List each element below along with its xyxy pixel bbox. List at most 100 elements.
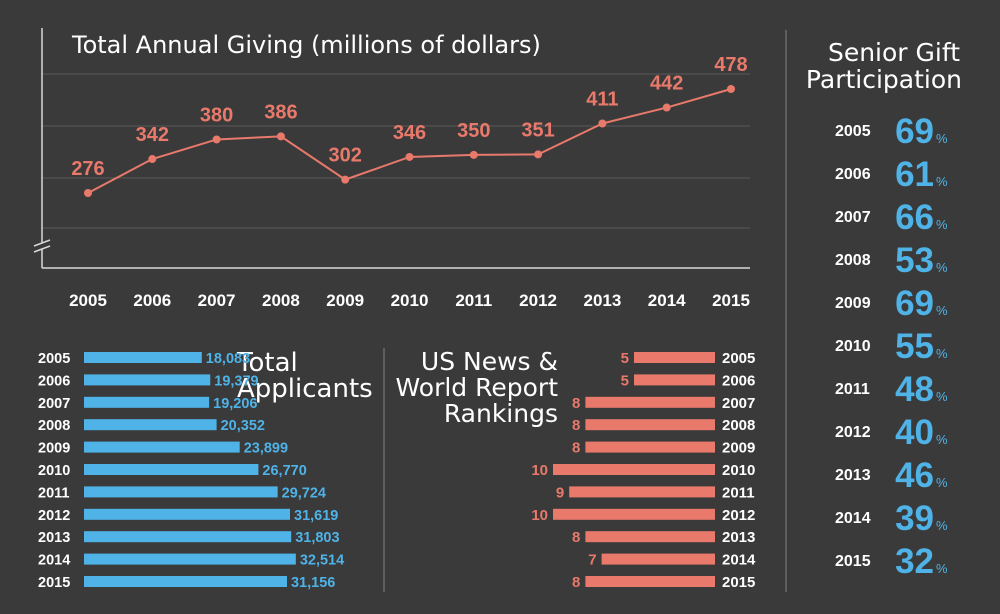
- applicants-bar-2007: [84, 396, 210, 408]
- rankings-year-label-2015: 2015: [722, 574, 755, 591]
- giving-point-2015: [727, 85, 735, 93]
- gift-value-2008: 53: [895, 241, 934, 280]
- applicants-bar-2006: [84, 374, 211, 386]
- rankings-year-label-2011: 2011: [722, 484, 755, 501]
- applicants-year-label-2005: 2005: [38, 351, 70, 367]
- applicants-year-label-2008: 2008: [38, 418, 70, 434]
- applicants-value-label-2015: 31,156: [291, 575, 335, 591]
- giving-year-label-2010: 2010: [391, 291, 429, 310]
- giving-point-2012: [534, 150, 543, 159]
- giving-year-label-2014: 2014: [648, 291, 686, 310]
- rankings-value-label-2007: 8: [572, 395, 580, 412]
- rankings-bar-2006: [634, 374, 715, 386]
- applicants-bar-2005: [84, 352, 202, 363]
- rankings-bar-chart: US News & World Report Rankings 5 2005 5 20…: [396, 347, 756, 591]
- giving-line-chart: Total Annual Giving (millions of dollars…: [33, 28, 750, 310]
- giving-year-label-2011: 2011: [455, 291, 492, 310]
- rankings-value-label-2005: 5: [621, 350, 629, 367]
- applicants-value-label-2012: 31,619: [294, 508, 338, 524]
- applicants-bar-chart: Total Applicants 2005 18,083 2006 19,379 200…: [38, 348, 373, 591]
- rankings-year-label-2013: 2013: [722, 529, 755, 546]
- giving-value-label-2015: 478: [714, 54, 747, 76]
- applicants-title-line-1: Total: [236, 348, 298, 378]
- gift-percent-sign-2014: %: [936, 518, 948, 533]
- giving-point-2005: [84, 189, 92, 197]
- rankings-year-label-2010: 2010: [722, 462, 755, 479]
- rankings-year-label-2007: 2007: [722, 395, 755, 412]
- rankings-bar-2009: [585, 441, 715, 453]
- gift-year-label-2007: 2007: [835, 209, 871, 226]
- applicants-value-label-2008: 20,352: [221, 418, 265, 434]
- applicants-bar-2015: [84, 576, 287, 587]
- applicants-bar-2010: [84, 464, 259, 475]
- applicants-year-label-2015: 2015: [38, 575, 70, 591]
- giving-point-2007: [212, 135, 221, 144]
- gift-percent-sign-2013: %: [936, 475, 948, 490]
- applicants-bar-2013: [84, 531, 292, 543]
- rankings-bar-2005: [634, 352, 715, 363]
- gift-value-2015: 32: [895, 542, 934, 581]
- applicants-title-line-2: Applicants: [237, 374, 373, 404]
- gift-year-label-2012: 2012: [835, 424, 871, 441]
- rankings-bar-2015: [585, 576, 715, 587]
- giving-value-label-2009: 302: [329, 145, 362, 167]
- rankings-bar-2008: [585, 419, 715, 431]
- applicants-value-label-2013: 31,803: [295, 530, 339, 546]
- rankings-bar-2012: [553, 508, 715, 520]
- rankings-year-label-2006: 2006: [722, 372, 755, 389]
- rankings-title-line-1: US News &: [421, 347, 558, 376]
- gift-year-label-2010: 2010: [835, 338, 871, 355]
- applicants-year-label-2014: 2014: [38, 553, 70, 569]
- applicants-year-label-2011: 2011: [38, 485, 69, 501]
- applicants-bar-2009: [84, 441, 240, 453]
- giving-value-label-2011: 350: [457, 120, 490, 142]
- applicants-bar-2012: [84, 508, 290, 520]
- rankings-bar-2010: [553, 464, 715, 475]
- gift-percent-sign-2011: %: [936, 389, 948, 404]
- gift-value-2010: 55: [895, 327, 934, 366]
- gift-percent-sign-2007: %: [936, 217, 948, 232]
- giving-point-2008: [276, 132, 285, 141]
- gift-percent-sign-2012: %: [936, 432, 948, 447]
- applicants-year-label-2009: 2009: [38, 441, 70, 457]
- applicants-bar-2014: [84, 553, 296, 565]
- giving-value-label-2006: 342: [136, 124, 169, 146]
- gift-year-label-2011: 2011: [835, 381, 870, 398]
- applicants-bar-2008: [84, 419, 217, 431]
- rankings-year-label-2008: 2008: [722, 417, 755, 434]
- gift-percent-sign-2005: %: [936, 131, 948, 146]
- giving-year-label-2006: 2006: [133, 291, 171, 310]
- gift-percent-sign-2010: %: [936, 346, 948, 361]
- giving-point-2011: [469, 150, 478, 159]
- giving-year-label-2013: 2013: [583, 291, 621, 310]
- rankings-value-label-2012: 10: [531, 507, 548, 524]
- rankings-year-label-2009: 2009: [722, 440, 755, 457]
- applicants-value-label-2010: 26,770: [262, 463, 306, 479]
- giving-value-label-2008: 386: [264, 101, 297, 123]
- giving-value-label-2013: 411: [586, 88, 618, 110]
- rankings-title-line-3: Rankings: [444, 399, 558, 428]
- axis-break-mark: [33, 245, 51, 253]
- applicants-value-label-2011: 29,724: [282, 485, 326, 501]
- gift-percent-sign-2015: %: [936, 561, 948, 576]
- giving-value-label-2010: 346: [393, 122, 426, 144]
- applicants-value-label-2009: 23,899: [244, 441, 288, 457]
- giving-point-2009: [341, 175, 350, 184]
- gift-value-2006: 61: [895, 155, 934, 194]
- gift-value-2011: 48: [895, 370, 934, 409]
- applicants-year-label-2010: 2010: [38, 463, 70, 479]
- giving-year-label-2005: 2005: [69, 291, 107, 310]
- axis-break-mark: [33, 239, 51, 247]
- gift-year-label-2006: 2006: [835, 166, 871, 183]
- giving-value-label-2005: 276: [71, 158, 104, 180]
- rankings-year-label-2014: 2014: [722, 552, 756, 569]
- gift-percent-sign-2006: %: [936, 174, 948, 189]
- gift-year-label-2013: 2013: [835, 467, 871, 484]
- gift-value-2009: 69: [895, 284, 934, 323]
- senior-gift-participation: Senior Gift Participation 2005 69 % 2006 61%…: [806, 38, 962, 581]
- rankings-value-label-2006: 5: [621, 372, 629, 389]
- giving-year-label-2008: 2008: [262, 291, 300, 310]
- applicants-value-label-2007: 19,206: [213, 396, 257, 412]
- applicants-year-label-2012: 2012: [38, 508, 70, 524]
